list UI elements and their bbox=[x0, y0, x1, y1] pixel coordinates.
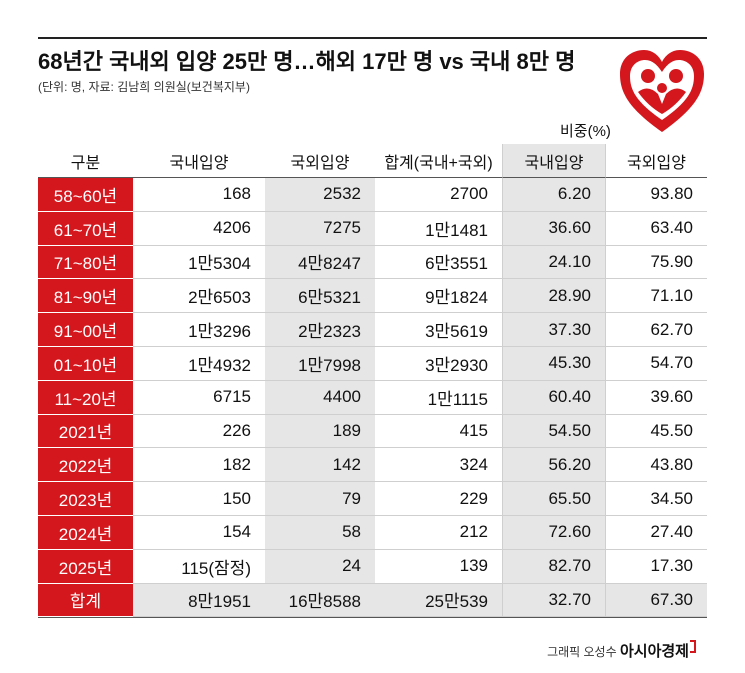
note: (단위: 명, 자료: 김남희 의원실(보건복지부) bbox=[38, 80, 250, 94]
title: 68년간 국내외 입양 25만 명…해외 17만 명 vs 국내 8만 명 bbox=[38, 49, 576, 74]
table-cell: 67.30 bbox=[605, 583, 707, 618]
row-label: 2024년 bbox=[38, 516, 133, 550]
table-cell: 4만8247 bbox=[265, 245, 375, 280]
table-cell: 3만5619 bbox=[375, 313, 502, 347]
table-cell: 82.70 bbox=[502, 549, 605, 584]
table-cell: 32.70 bbox=[502, 583, 605, 618]
table-cell: 45.30 bbox=[502, 347, 605, 381]
table-cell: 58 bbox=[265, 516, 375, 550]
row-label: 2023년 bbox=[38, 482, 133, 516]
table-cell: 142 bbox=[265, 448, 375, 483]
credit-text: 그래픽 오성수 bbox=[547, 645, 617, 659]
table-cell: 1만7998 bbox=[265, 347, 375, 381]
table-cell: 25만539 bbox=[375, 583, 502, 618]
column-header: 국내입양 bbox=[502, 144, 605, 178]
table-cell: 168 bbox=[133, 178, 265, 212]
table-cell: 8만1951 bbox=[133, 583, 265, 618]
brand: 아시아경제 bbox=[619, 643, 689, 660]
table-cell: 324 bbox=[375, 448, 502, 483]
row-label: 91~00년 bbox=[38, 313, 133, 347]
table-cell: 182 bbox=[133, 448, 265, 483]
table-cell: 415 bbox=[375, 415, 502, 449]
table-cell: 1만1481 bbox=[375, 212, 502, 246]
row-label: 71~80년 bbox=[38, 245, 133, 280]
table-cell: 189 bbox=[265, 414, 375, 449]
table-cell: 93.80 bbox=[605, 178, 707, 212]
table-cell: 36.60 bbox=[502, 211, 605, 246]
table-cell: 150 bbox=[133, 482, 265, 516]
table-cell: 56.20 bbox=[502, 448, 605, 483]
table-cell: 43.80 bbox=[605, 448, 707, 483]
table-cell: 212 bbox=[375, 516, 502, 550]
brand-mark bbox=[690, 640, 696, 653]
table-cell: 6만5321 bbox=[265, 279, 375, 314]
table-cell: 6만3551 bbox=[375, 246, 502, 280]
table-cell: 60.40 bbox=[502, 380, 605, 415]
ratio-label: 비중(%) bbox=[560, 123, 611, 140]
column-header: 합계(국내+국외) bbox=[375, 144, 502, 178]
credit: 그래픽 오성수 아시아경제 bbox=[547, 640, 689, 661]
table-cell: 2만2323 bbox=[265, 313, 375, 347]
table-cell: 16만8588 bbox=[265, 583, 375, 618]
table-cell: 3만2930 bbox=[375, 347, 502, 381]
table-cell: 79 bbox=[265, 482, 375, 516]
table-cell: 54.70 bbox=[605, 347, 707, 381]
heart-logo bbox=[620, 50, 704, 132]
row-label: 81~90년 bbox=[38, 279, 133, 314]
row-label: 01~10년 bbox=[38, 347, 133, 381]
table-cell: 27.40 bbox=[605, 516, 707, 550]
table-cell: 54.50 bbox=[502, 414, 605, 449]
table-cell: 6.20 bbox=[502, 178, 605, 212]
table-cell: 2만6503 bbox=[133, 279, 265, 314]
top-rule bbox=[38, 37, 707, 39]
table-cell: 9만1824 bbox=[375, 279, 502, 314]
bottom-rule bbox=[38, 617, 707, 618]
table-cell: 7275 bbox=[265, 211, 375, 246]
column-header: 국외입양 bbox=[265, 144, 375, 178]
table-cell: 4206 bbox=[133, 212, 265, 246]
table-cell: 75.90 bbox=[605, 245, 707, 280]
table-cell: 62.70 bbox=[605, 313, 707, 347]
row-label: 2021년 bbox=[38, 414, 133, 449]
table-cell: 71.10 bbox=[605, 279, 707, 314]
row-label: 11~20년 bbox=[38, 380, 133, 415]
table-cell: 1만5304 bbox=[133, 246, 265, 280]
table-cell: 1만4932 bbox=[133, 347, 265, 381]
table-cell: 154 bbox=[133, 516, 265, 550]
table-cell: 1만3296 bbox=[133, 313, 265, 347]
table-cell: 17.30 bbox=[605, 549, 707, 584]
row-label: 58~60년 bbox=[38, 178, 133, 212]
table-cell: 37.30 bbox=[502, 313, 605, 347]
row-label: 합계 bbox=[38, 583, 133, 618]
column-header: 국외입양 bbox=[605, 144, 707, 178]
table-cell: 34.50 bbox=[605, 482, 707, 516]
table-cell: 28.90 bbox=[502, 279, 605, 314]
table-cell: 1만1115 bbox=[375, 381, 502, 415]
table-cell: 63.40 bbox=[605, 211, 707, 246]
table-cell: 65.50 bbox=[502, 482, 605, 516]
table-cell: 229 bbox=[375, 482, 502, 516]
table-cell: 139 bbox=[375, 550, 502, 584]
table-cell: 45.50 bbox=[605, 414, 707, 449]
row-label: 2025년 bbox=[38, 549, 133, 584]
row-label: 2022년 bbox=[38, 448, 133, 483]
table-cell: 115(잠정) bbox=[133, 550, 265, 584]
table-cell: 72.60 bbox=[502, 516, 605, 550]
table-cell: 39.60 bbox=[605, 380, 707, 415]
row-label: 61~70년 bbox=[38, 211, 133, 246]
table-cell: 2532 bbox=[265, 178, 375, 212]
table-cell: 4400 bbox=[265, 380, 375, 415]
column-header: 구분 bbox=[38, 144, 133, 178]
table-cell: 6715 bbox=[133, 381, 265, 415]
table-cell: 24.10 bbox=[502, 245, 605, 280]
table-cell: 226 bbox=[133, 415, 265, 449]
column-header: 국내입양 bbox=[133, 144, 265, 178]
table-cell: 2700 bbox=[375, 178, 502, 212]
table-cell: 24 bbox=[265, 549, 375, 584]
